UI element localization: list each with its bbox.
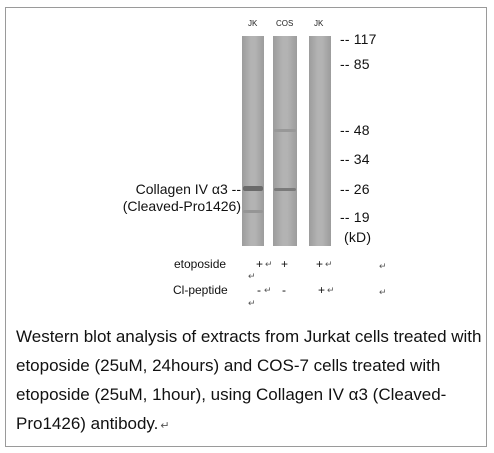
band-lane-1-faint [243, 210, 263, 213]
marker-117: -- 117 [340, 31, 377, 47]
etoposide-lane-1: + [256, 257, 264, 271]
lane-label-1: JK [248, 19, 258, 28]
target-label: Collagen IV α3 -- (Cleaved-Pro1426) [100, 181, 241, 215]
band-lane-1 [243, 186, 263, 191]
marker-26: -- 26 [340, 181, 370, 197]
paragraph-mark: ↵ [379, 261, 387, 271]
band-lane-2-faint [274, 129, 296, 132]
blot-lane-1 [242, 36, 264, 246]
etoposide-label: etoposide [174, 257, 227, 271]
paragraph-mark: ↵ [264, 285, 272, 295]
marker-19: -- 19 [340, 209, 370, 225]
peptide-lane-3: + [318, 283, 326, 297]
marker-unit: (kD) [344, 229, 372, 245]
paragraph-mark: ↵ [327, 285, 335, 295]
marker-34: -- 34 [340, 151, 370, 167]
figure-caption: Western blot analysis of extracts from J… [16, 322, 486, 441]
etoposide-lane-3: + [316, 257, 324, 271]
peptide-lane-1: - [257, 283, 261, 297]
blot-lane-2 [273, 36, 297, 246]
marker-48: -- 48 [340, 122, 370, 138]
caption-text: Western blot analysis of extracts from J… [16, 327, 482, 433]
marker-85: -- 85 [340, 56, 370, 72]
paragraph-mark: ↵ [160, 420, 170, 432]
paragraph-mark: ↵ [248, 271, 256, 281]
paragraph-mark: ↵ [265, 259, 273, 269]
target-cleavage: (Cleaved-Pro1426) [122, 198, 241, 214]
blot-lane-3 [309, 36, 331, 246]
band-lane-2 [274, 188, 296, 191]
lane-label-2: COS [276, 19, 294, 28]
paragraph-mark: ↵ [325, 259, 333, 269]
peptide-label: Cl-peptide [173, 283, 228, 297]
paragraph-mark: ↵ [248, 298, 256, 308]
paragraph-mark: ↵ [379, 287, 387, 297]
figure-frame [5, 7, 487, 447]
peptide-lane-2: - [282, 283, 286, 297]
etoposide-lane-2: + [281, 257, 289, 271]
target-name: Collagen IV α3 -- [135, 181, 241, 197]
lane-label-3: JK [314, 19, 324, 28]
